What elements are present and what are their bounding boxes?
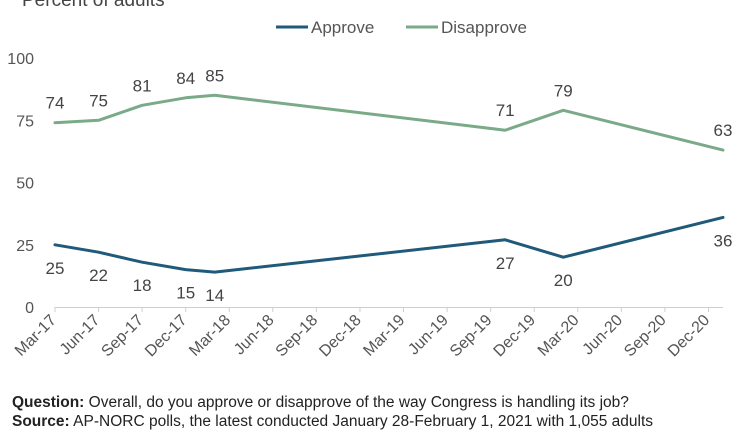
- x-tick-label: Jun-19: [405, 312, 452, 359]
- data-label: 27: [496, 254, 515, 273]
- source-label: Source:: [12, 413, 70, 430]
- x-tick-label: Sep-18: [273, 312, 322, 361]
- data-label: 81: [133, 76, 152, 95]
- y-tick-label: 50: [16, 176, 34, 193]
- data-label: 71: [496, 101, 515, 120]
- data-label: 25: [46, 259, 65, 278]
- data-label: 18: [133, 276, 152, 295]
- x-tick-label: Mar-18: [186, 312, 234, 360]
- line-chart: Percent of adults Approve Disapprove 0 25 5…: [7, 0, 733, 360]
- y-tick-label: 25: [16, 238, 34, 255]
- source-text: AP-NORC polls, the latest conducted Janu…: [69, 413, 654, 430]
- chart-legend: Approve Disapprove: [276, 18, 527, 37]
- x-tick-label: Jun-18: [231, 312, 278, 359]
- question-label: Question:: [12, 394, 85, 411]
- x-tick-label: Dec-17: [142, 312, 191, 361]
- chart-notes: Question: Overall, do you approve or dis…: [12, 393, 742, 431]
- legend-label: Approve: [311, 18, 374, 37]
- series-line-approve: [53, 215, 725, 274]
- x-tick-label: Sep-17: [98, 312, 147, 361]
- question-text: Overall, do you approve or disapprove of…: [84, 394, 629, 411]
- y-tick-label: 100: [7, 51, 34, 68]
- x-axis: Mar-17Jun-17Sep-17Dec-17Mar-18Jun-18Sep-…: [12, 307, 723, 360]
- x-tick-label: Sep-20: [621, 312, 670, 361]
- data-label: 15: [176, 284, 195, 303]
- x-tick-label: Jun-20: [580, 312, 627, 359]
- question-note: Question: Overall, do you approve or dis…: [12, 393, 742, 412]
- data-label: 63: [714, 121, 733, 140]
- data-label: 36: [714, 231, 733, 250]
- x-tick-label: Sep-19: [447, 312, 496, 361]
- data-label: 20: [554, 271, 573, 290]
- chart-series: 25 22 18 15 14 27 20 36 74 75 81 84 85 71 79 63: [46, 66, 733, 305]
- legend-label: Disapprove: [441, 18, 527, 37]
- data-label: 84: [176, 69, 195, 88]
- series-line-disapprove: [53, 93, 725, 152]
- data-label: 14: [205, 286, 224, 305]
- x-tick-label: Dec-19: [491, 312, 540, 361]
- x-tick-label: Dec-20: [665, 312, 714, 361]
- source-note: Source: AP-NORC polls, the latest conduc…: [12, 412, 742, 431]
- y-tick-label: 75: [16, 113, 34, 130]
- chart-subtitle: Percent of adults: [22, 0, 165, 11]
- x-tick-label: Jun-17: [57, 312, 104, 359]
- data-label: 22: [89, 266, 108, 285]
- x-tick-label: Dec-18: [316, 312, 365, 361]
- x-tick-label: Mar-19: [360, 312, 408, 360]
- x-tick-label: Mar-20: [535, 312, 583, 360]
- data-label: 79: [554, 81, 573, 100]
- data-label: 75: [89, 91, 108, 110]
- data-label: 74: [46, 94, 65, 113]
- data-label: 85: [205, 66, 224, 85]
- y-tick-label: 0: [25, 300, 34, 317]
- y-axis: 0 25 50 75 100: [7, 51, 34, 317]
- x-tick-label: Mar-17: [12, 312, 60, 360]
